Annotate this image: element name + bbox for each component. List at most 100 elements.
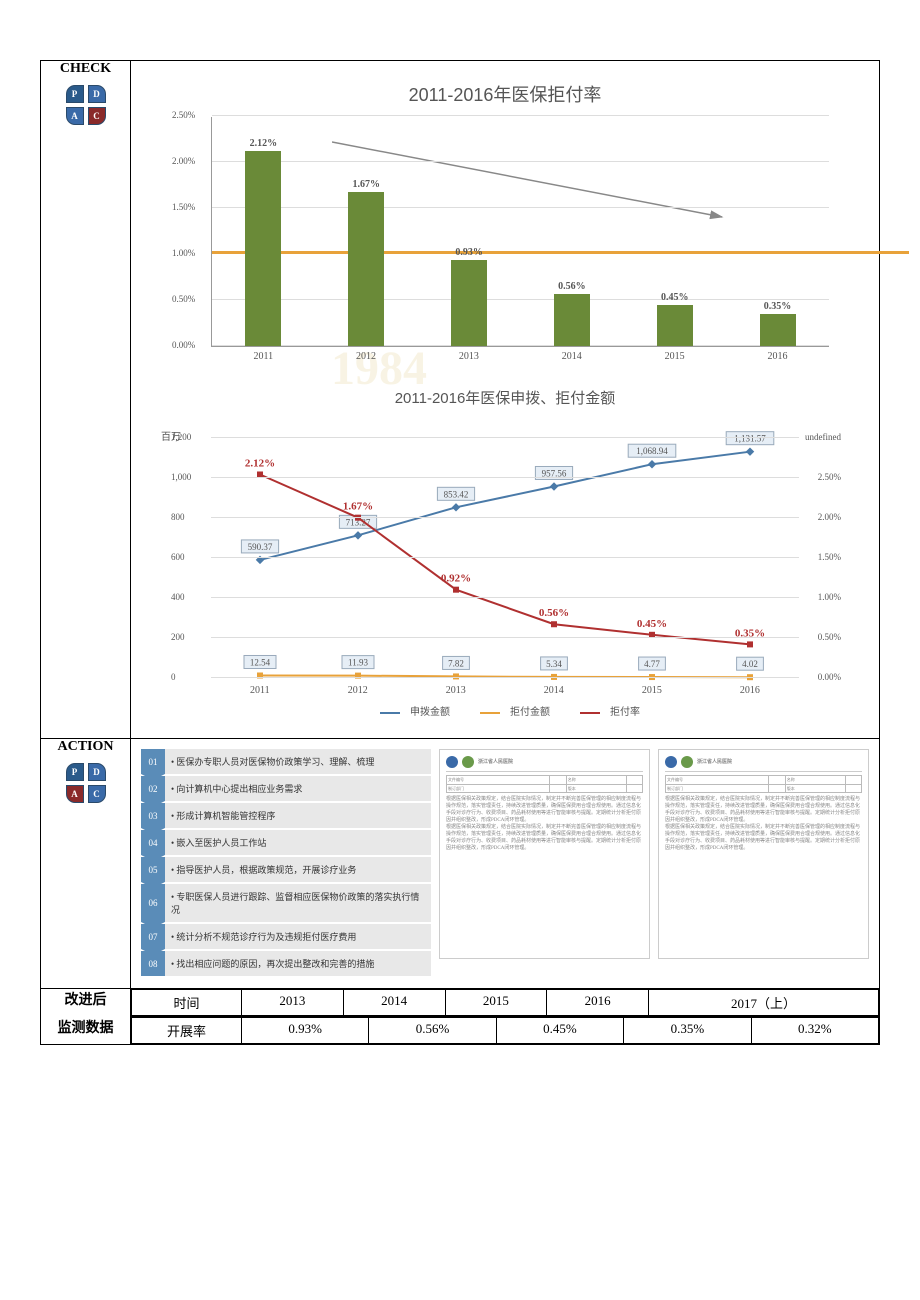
doc2-body2: 根据医保相关政策规定，结合医院实际情况，制定并不断完善医保管理的相应制度流程与操…: [665, 824, 862, 852]
bar-chart: 0.00%0.50%1.00%1.50%2.00%2.50%目标值1%2.12%…: [211, 117, 829, 347]
pdca-a: A: [66, 107, 84, 125]
combo-x-label: 2016: [740, 685, 760, 696]
step-text: • 专职医保人员进行跟踪、监督相应医保物价政策的落实执行情况: [165, 884, 431, 922]
combo-x-label: 2015: [642, 685, 662, 696]
mon-cell: 2017（上）: [649, 990, 879, 1016]
combo-x-label: 2014: [544, 685, 564, 696]
series-marker: [354, 531, 362, 539]
series-value-label: 1.67%: [343, 501, 373, 513]
doc1-body2: 根据医保相关政策规定，结合医院实际情况，制定并不断完善医保管理的相应制度流程与操…: [446, 824, 643, 852]
table-row: 时间20132014201520162017（上）: [132, 990, 879, 1016]
check-label: CHECK: [41, 61, 130, 77]
mon-cell: 2015: [445, 990, 547, 1016]
step-text: • 找出相应问题的原因，再次提出整改和完善的措施: [165, 951, 431, 976]
bar: [554, 294, 590, 346]
doc-logo2-icon: [462, 756, 474, 768]
action-step: 04• 嵌入至医护人员工作站: [141, 830, 431, 855]
bar-wrap: 1.67%: [336, 179, 396, 346]
bar: [760, 314, 796, 346]
combo-legend: 申拨金额拒付金额拒付率: [151, 703, 859, 718]
mon-cell: 2014: [343, 990, 445, 1016]
doc2-body: 根据医保相关政策规定，结合医院实际情况，制定并不断完善医保管理的相应制度流程与操…: [665, 796, 862, 824]
action-content-cell: 01• 医保办专职人员对医保物价政策学习、理解、梳理02• 向计算机中心提出相应…: [131, 739, 880, 989]
legend-item: 拒付金额: [470, 707, 550, 718]
step-text: • 向计算机中心提出相应业务需求: [165, 776, 431, 801]
doc-thumb-1: 浙江省人民医院 文件编号名称 制订部门版本 根据医保相关政策规定，结合医院实际情…: [439, 749, 650, 959]
step-text: • 嵌入至医护人员工作站: [165, 830, 431, 855]
action-step: 07• 统计分析不规范诊疗行为及违规拒付医疗费用: [141, 924, 431, 949]
step-num: 01: [141, 749, 165, 774]
series-value-label: 11.93: [348, 658, 368, 668]
series-value-label: 1,131.57: [734, 434, 766, 444]
pdca-action-icon: P D A C: [66, 763, 106, 803]
combo-ygrid: 1,0002.50%: [211, 477, 799, 478]
bar-x-label: 2016: [768, 351, 788, 362]
combo-chart-svg: 590.37713.27853.42957.561,068.941,131.57…: [211, 438, 799, 678]
combo-ygrid: 00.00%: [211, 677, 799, 678]
series-value-label: 2.12%: [245, 457, 275, 469]
bar: [245, 151, 281, 346]
series-value-label: 12.54: [250, 657, 271, 667]
pdca-c-highlight: C: [88, 107, 106, 125]
mon-row2-cell: 开展率0.93%0.56%0.45%0.35%0.32%: [131, 1017, 880, 1045]
table-row: 开展率0.93%0.56%0.45%0.35%0.32%: [132, 1018, 879, 1044]
pdca-c2: C: [88, 785, 106, 803]
monitor-data-label: 监测数据: [41, 1017, 131, 1045]
pdca-p: P: [66, 85, 84, 103]
series-marker: [453, 587, 459, 593]
check-label-cell: CHECK P D A C: [41, 61, 131, 739]
doc2-mini-table: 文件编号名称 制订部门版本: [665, 775, 862, 793]
series-marker: [452, 503, 460, 511]
bar: [657, 305, 693, 346]
action-step: 03• 形成计算机智能管控程序: [141, 803, 431, 828]
combo-xaxis: 201120122013201420152016: [211, 685, 799, 696]
combo-ygrid: 1,200undefined: [211, 437, 799, 438]
combo-ygrid: 6001.50%: [211, 557, 799, 558]
series-value-label: 4.77: [644, 659, 660, 669]
bar-wrap: 0.56%: [542, 281, 602, 346]
bar-wrap: 2.12%: [233, 138, 293, 346]
bar-value-label: 0.93%: [455, 247, 483, 258]
series-value-label: 853.42: [444, 489, 469, 499]
combo-ygrid: 4001.00%: [211, 597, 799, 598]
doc1-title: 浙江省人民医院: [478, 759, 513, 766]
bar-xaxis: 201120122013201420152016: [212, 351, 829, 362]
monitoring-row-time: 时间20132014201520162017（上）: [131, 989, 879, 1016]
doc-logo-icon: [446, 756, 458, 768]
bar-value-label: 0.56%: [558, 281, 586, 292]
action-step: 02• 向计算机中心提出相应业务需求: [141, 776, 431, 801]
mon-cell: 0.45%: [496, 1018, 623, 1044]
action-step: 01• 医保办专职人员对医保物价政策学习、理解、梳理: [141, 749, 431, 774]
series-marker: [747, 641, 753, 647]
bar-value-label: 0.35%: [764, 301, 792, 312]
series-value-label: 0.56%: [539, 607, 569, 619]
step-text: • 统计分析不规范诊疗行为及违规拒付医疗费用: [165, 924, 431, 949]
mon-cell: 0.56%: [369, 1018, 496, 1044]
combo-x-label: 2011: [250, 685, 270, 696]
doc2-title: 浙江省人民医院: [697, 759, 732, 766]
series-value-label: 7.82: [448, 658, 464, 668]
step-text: • 指导医护人员，根据政策规范，开展诊疗业务: [165, 857, 431, 882]
action-step: 06• 专职医保人员进行跟踪、监督相应医保物价政策的落实执行情况: [141, 884, 431, 922]
combo-ygrid: 2000.50%: [211, 637, 799, 638]
mon-cell: 0.32%: [751, 1018, 878, 1044]
bar-x-label: 2013: [459, 351, 479, 362]
bar-x-label: 2015: [665, 351, 685, 362]
step-num: 06: [141, 884, 165, 922]
legend-item: 申拨金额: [370, 707, 450, 718]
mon-row1-cell: 时间20132014201520162017（上）: [131, 989, 880, 1017]
mon-cell: 0.35%: [624, 1018, 751, 1044]
step-text: • 医保办专职人员对医保物价政策学习、理解、梳理: [165, 749, 431, 774]
mon-cell: 2013: [242, 990, 344, 1016]
after-improve-label: 改进后: [41, 989, 131, 1017]
bar-value-label: 2.12%: [250, 138, 278, 149]
check-charts-area: 1984 2011-2016年医保拒付率 0.00%0.50%1.00%1.50…: [131, 61, 879, 738]
series-value-label: 590.37: [248, 542, 273, 552]
series-marker: [746, 447, 754, 455]
bar-value-label: 0.45%: [661, 292, 689, 303]
bar: [451, 260, 487, 346]
series-value-label: 4.02: [742, 659, 758, 669]
doc1-mini-table: 文件编号名称 制订部门版本: [446, 775, 643, 793]
check-content-cell: 1984 2011-2016年医保拒付率 0.00%0.50%1.00%1.50…: [131, 61, 880, 739]
combo-ygrid: 8002.00%: [211, 517, 799, 518]
